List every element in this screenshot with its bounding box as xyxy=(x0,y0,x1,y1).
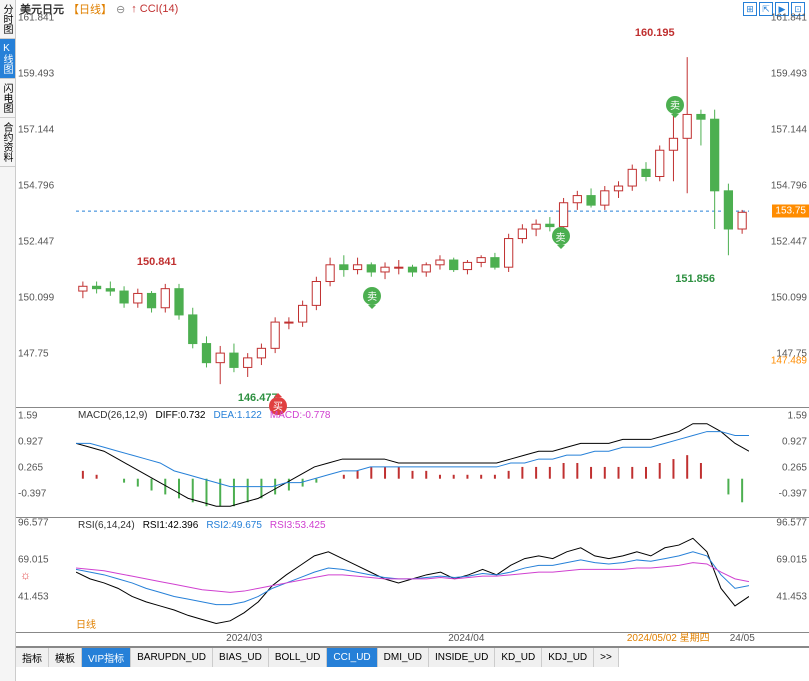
axis-tick: -0.397 xyxy=(779,489,807,500)
macd-chart[interactable] xyxy=(76,408,749,518)
time-label: 2024/03 xyxy=(226,633,262,644)
axis-tick: -0.397 xyxy=(18,489,46,500)
macd-title: MACD(26,12,9) xyxy=(78,410,147,421)
rsi-title: RSI(6,14,24) xyxy=(78,520,135,531)
indicator-button[interactable]: INSIDE_UD xyxy=(429,648,495,667)
axis-tick: 1.59 xyxy=(18,411,37,422)
time-axis: 2024/032024/042024/05/02 星期四24/05 xyxy=(16,633,809,647)
indicator-name: CCI(14) xyxy=(131,3,178,15)
candlestick-chart[interactable] xyxy=(76,18,749,408)
price-pane: 153.75 161.841159.493157.144154.796152.4… xyxy=(16,18,809,408)
axis-tick: 161.841 xyxy=(771,13,807,24)
rsi3: RSI3:53.425 xyxy=(270,520,326,531)
macd-val: MACD:-0.778 xyxy=(270,410,331,421)
macd-header: MACD(26,12,9) DIFF:0.732 DEA:1.122 MACD:… xyxy=(78,410,330,421)
axis-tick: 159.493 xyxy=(18,69,54,80)
axis-tick: 69.015 xyxy=(18,554,49,565)
sun-icon: ☼ xyxy=(20,568,31,582)
rsi-chart[interactable] xyxy=(76,518,749,633)
chart-header: 美元日元 【日线】 ⊖ CCI(14) ⊞⇱▶⊡ xyxy=(16,0,809,18)
axis-tick: 0.265 xyxy=(782,463,807,474)
indicator-button[interactable]: >> xyxy=(594,648,619,667)
bottom-tab[interactable]: 指标 xyxy=(16,648,49,667)
price-annotation: 160.195 xyxy=(635,27,675,39)
axis-tick: 152.447 xyxy=(18,237,54,248)
sell-badge: 卖 xyxy=(363,287,381,305)
header-icon[interactable]: ⊞ xyxy=(743,2,757,16)
axis-tick: 152.447 xyxy=(771,237,807,248)
sell-badge: 卖 xyxy=(666,96,684,114)
vip-indicator-button[interactable]: VIP指标 xyxy=(82,648,131,667)
timeframe-badge: 日线 xyxy=(76,616,96,631)
rsi-header: RSI(6,14,24) RSI1:42.396 RSI2:49.675 RSI… xyxy=(78,520,326,531)
axis-tick: 154.796 xyxy=(771,181,807,192)
indicator-bar: 指标模板VIP指标BARUPDN_UDBIAS_UDBOLL_UDCCI_UDD… xyxy=(16,647,809,667)
axis-tick: 157.144 xyxy=(18,125,54,136)
indicator-button[interactable]: DMI_UD xyxy=(378,648,429,667)
timeframe-label: 【日线】 xyxy=(68,1,112,17)
sell-badge: 卖 xyxy=(552,227,570,245)
axis-tick: 147.75 xyxy=(18,349,49,360)
macd-diff: DIFF:0.732 xyxy=(155,410,205,421)
axis-tick: 150.099 xyxy=(18,293,54,304)
macd-pane: MACD(26,12,9) DIFF:0.732 DEA:1.122 MACD:… xyxy=(16,408,809,518)
indicator-button[interactable]: CCI_UD xyxy=(327,648,377,667)
left-tab[interactable]: K线图 xyxy=(0,39,15,79)
current-price-tag: 153.75 xyxy=(772,205,809,218)
cci-dot: ⊖ xyxy=(116,3,125,16)
axis-tick: 0.265 xyxy=(18,463,43,474)
axis-tick: 69.015 xyxy=(776,554,807,565)
indicator-button[interactable]: BARUPDN_UD xyxy=(131,648,213,667)
axis-tick: 41.453 xyxy=(776,592,807,603)
axis-tick: 159.493 xyxy=(771,69,807,80)
axis-tick: 157.144 xyxy=(771,125,807,136)
price-annotation: 151.856 xyxy=(675,273,715,285)
axis-tick: 0.927 xyxy=(782,437,807,448)
indicator-button[interactable]: BOLL_UD xyxy=(269,648,328,667)
indicator-button[interactable]: KDJ_UD xyxy=(542,648,594,667)
rsi1: RSI1:42.396 xyxy=(143,520,199,531)
axis-tick: 96.577 xyxy=(776,517,807,528)
current-date-label: 2024/05/02 星期四 xyxy=(627,629,710,644)
axis-tick: 96.577 xyxy=(18,517,49,528)
macd-dea: DEA:1.122 xyxy=(214,410,262,421)
axis-tick: 161.841 xyxy=(18,13,54,24)
left-tab[interactable]: 闪电图 xyxy=(0,79,15,118)
axis-tick: 147.489 xyxy=(771,355,807,366)
price-annotation: 150.841 xyxy=(137,256,177,268)
left-tab[interactable]: 分时图 xyxy=(0,0,15,39)
time-label: 2024/04 xyxy=(448,633,484,644)
axis-tick: 154.796 xyxy=(18,181,54,192)
rsi-pane: ☼ RSI(6,14,24) RSI1:42.396 RSI2:49.675 R… xyxy=(16,518,809,633)
indicator-button[interactable]: KD_UD xyxy=(495,648,542,667)
rsi2: RSI2:49.675 xyxy=(206,520,262,531)
indicator-button[interactable]: BIAS_UD xyxy=(213,648,269,667)
bottom-tab[interactable]: 模板 xyxy=(49,648,82,667)
axis-tick: 41.453 xyxy=(18,592,49,603)
axis-tick: 150.099 xyxy=(771,293,807,304)
left-tab-strip: 分时图K线图闪电图合约资料 xyxy=(0,0,16,681)
time-label: 24/05 xyxy=(730,633,755,644)
axis-tick: 0.927 xyxy=(18,437,43,448)
left-tab[interactable]: 合约资料 xyxy=(0,118,15,167)
axis-tick: 1.59 xyxy=(788,411,807,422)
